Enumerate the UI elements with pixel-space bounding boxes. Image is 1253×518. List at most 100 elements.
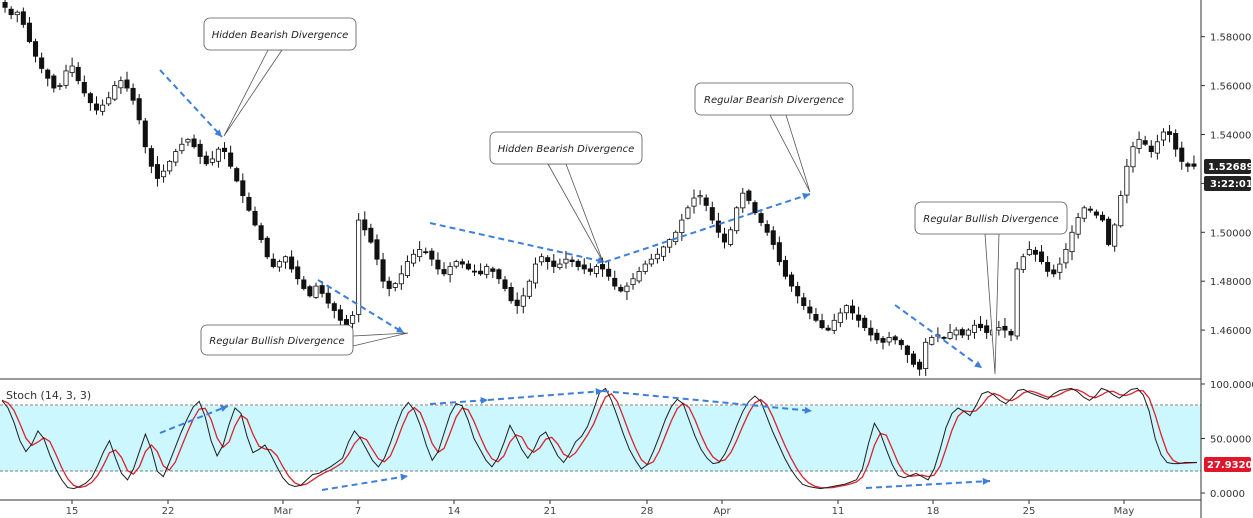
price-tick-label: 1.48000: [1210, 277, 1251, 288]
candle-body: [471, 270, 478, 273]
candle-body: [154, 164, 161, 179]
candle-body: [526, 280, 532, 297]
candle-body: [1045, 261, 1051, 272]
candle-body: [1191, 163, 1197, 167]
candle-body: [917, 361, 923, 370]
candle-body: [465, 263, 471, 270]
candle-body: [843, 305, 849, 314]
callout-label: Regular Bearish Divergence: [704, 95, 844, 106]
candle-body: [14, 11, 20, 16]
candle-body: [20, 11, 26, 25]
candle-body: [618, 286, 624, 292]
candle-body: [874, 332, 880, 341]
stoch-tick-label: 100.0000: [1210, 380, 1253, 391]
stoch-d-line: [1, 388, 1198, 489]
candle-body: [545, 257, 551, 263]
candle-body: [1051, 269, 1057, 275]
candle-body: [197, 143, 203, 157]
candle-body: [356, 219, 362, 315]
candle-body: [904, 345, 910, 355]
candle-body: [69, 65, 75, 73]
candle-body: [1081, 207, 1087, 219]
time-tick-label: 11: [832, 506, 845, 517]
divergence-arrowhead: [974, 360, 982, 368]
candle-body: [770, 230, 776, 245]
divergence-line: [602, 390, 813, 412]
divergence-line: [159, 69, 223, 138]
candle-body: [502, 279, 508, 289]
candle-body: [26, 22, 32, 42]
candle-body: [715, 220, 721, 233]
candle-body: [971, 324, 977, 333]
stoch-band: [0, 405, 1201, 472]
stoch-value-badge: 27.9320: [1204, 457, 1253, 472]
candle-body: [740, 192, 746, 209]
candle-body: [8, 8, 14, 16]
candle-body: [539, 256, 545, 263]
candle-body: [173, 151, 179, 163]
callout-box: [200, 324, 354, 356]
candle-body: [776, 242, 782, 263]
candle-body: [57, 85, 63, 87]
candle-body: [392, 283, 398, 288]
candle-body: [868, 327, 874, 336]
candle-body: [654, 253, 660, 260]
price-tick-label: 1.58000: [1210, 33, 1251, 44]
countdown-value: 3:22:01: [1210, 179, 1253, 190]
candle-body: [1099, 214, 1106, 221]
candle-body: [630, 278, 636, 285]
candle-body: [764, 224, 770, 233]
candle-body: [691, 197, 697, 207]
candle-body: [106, 97, 112, 105]
candle-body: [1014, 268, 1020, 337]
candle-body: [734, 207, 740, 232]
divergence-line: [317, 279, 405, 334]
candle-body: [606, 268, 612, 277]
candle-body: [996, 327, 1002, 331]
candle-body: [459, 261, 465, 265]
candle-body: [837, 312, 843, 324]
divergence-arrowhead: [597, 257, 605, 264]
candle-body: [161, 170, 167, 178]
candle-body: [435, 259, 441, 270]
candle-body: [575, 260, 581, 267]
candle-body: [398, 273, 404, 285]
callout-label: Hidden Bearish Divergence: [498, 144, 635, 155]
candle-body: [557, 263, 563, 269]
candle-body: [978, 323, 984, 329]
candle-body: [1118, 195, 1124, 227]
candle-body: [1069, 231, 1075, 253]
candle-body: [886, 337, 892, 343]
candle-body: [1136, 138, 1142, 149]
candle-body: [301, 279, 307, 289]
candle-body: [819, 320, 825, 329]
candle-body: [81, 81, 87, 94]
price-candles: [2, 0, 1197, 376]
candle-body: [130, 87, 136, 101]
divergence-arrowhead: [982, 477, 990, 485]
candle-body: [167, 160, 173, 172]
candle-body: [1173, 133, 1179, 150]
candle-body: [953, 329, 959, 336]
divergence-line: [321, 475, 409, 491]
candle-body: [685, 207, 691, 219]
candle-body: [1112, 224, 1118, 247]
candle-body: [746, 190, 752, 201]
stoch-value-badge-box: [1204, 457, 1251, 472]
candle-body: [209, 158, 215, 163]
candle-body: [63, 70, 69, 86]
candle-body: [1063, 249, 1069, 264]
callout-box: [203, 17, 357, 51]
candle-body: [87, 93, 93, 104]
candle-body: [813, 314, 819, 321]
time-tick-label: Apr: [713, 506, 731, 517]
time-tick-label: May: [1114, 506, 1135, 517]
candle-body: [758, 213, 764, 223]
candle-body: [721, 233, 728, 243]
stoch-label: Stoch (14, 3, 3): [6, 389, 91, 402]
divergence-arrowhead: [220, 405, 228, 412]
time-tick-label: 28: [641, 506, 654, 517]
candle-body: [350, 315, 356, 324]
candle-body: [947, 332, 953, 339]
